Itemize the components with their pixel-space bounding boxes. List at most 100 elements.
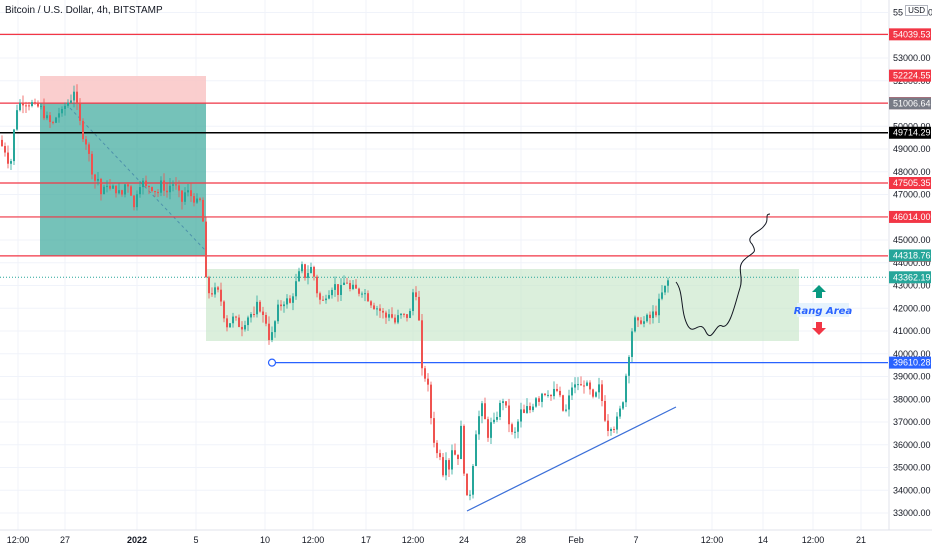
candle-body bbox=[31, 102, 33, 106]
candle-body bbox=[355, 284, 357, 289]
candle-body bbox=[391, 314, 393, 318]
candle-body bbox=[343, 282, 345, 285]
candle-body bbox=[184, 192, 186, 202]
candle-body bbox=[556, 388, 558, 391]
stop-loss-zone bbox=[40, 76, 206, 104]
candle-body bbox=[232, 316, 234, 324]
candle-body bbox=[550, 394, 552, 397]
time-tick-label: 12:00 bbox=[802, 535, 825, 545]
candle-body bbox=[256, 301, 258, 315]
candle-body bbox=[400, 313, 402, 316]
candle-body bbox=[229, 323, 231, 328]
candle-body bbox=[529, 406, 531, 411]
candle-body bbox=[358, 288, 360, 294]
level-price-tag: 54039.53 bbox=[893, 29, 931, 39]
time-tick-label: 28 bbox=[516, 535, 526, 545]
candle-body bbox=[10, 161, 12, 164]
candle-body bbox=[607, 420, 609, 431]
price-tick-label: 43000.00 bbox=[893, 281, 931, 291]
candle-body bbox=[406, 314, 408, 318]
candle-body bbox=[64, 105, 66, 109]
candle-body bbox=[487, 419, 489, 438]
arrow-down-icon bbox=[812, 322, 826, 335]
candle-body bbox=[469, 494, 471, 496]
candle-body bbox=[418, 296, 420, 321]
candle-body bbox=[286, 298, 288, 305]
candle-body bbox=[178, 185, 180, 191]
candle-body bbox=[106, 185, 108, 187]
candle-body bbox=[535, 398, 537, 407]
candle-body bbox=[49, 115, 51, 123]
candle-body bbox=[73, 91, 75, 101]
candle-body bbox=[76, 91, 78, 104]
range-area-zone bbox=[206, 269, 799, 341]
time-tick-label: 12:00 bbox=[701, 535, 724, 545]
candle-body bbox=[346, 282, 348, 284]
candle-body bbox=[187, 190, 189, 193]
candle-body bbox=[166, 190, 168, 193]
candle-body bbox=[220, 289, 222, 302]
candle-body bbox=[100, 178, 102, 195]
candle-body bbox=[508, 405, 510, 425]
price-tick-label: 53000.00 bbox=[893, 53, 931, 63]
candle-body bbox=[109, 185, 111, 189]
candle-body bbox=[616, 416, 618, 430]
candle-body bbox=[484, 403, 486, 420]
currency-selector[interactable]: USD bbox=[905, 5, 928, 16]
candle-body bbox=[523, 409, 525, 413]
candle-body bbox=[370, 301, 372, 306]
candle-body bbox=[547, 394, 549, 396]
candle-body bbox=[409, 311, 411, 318]
candle-body bbox=[379, 308, 381, 311]
candle-body bbox=[373, 305, 375, 310]
chart-title: Bitcoin / U.S. Dollar, 4h, BITSTAMP bbox=[5, 5, 163, 16]
candle-body bbox=[586, 382, 588, 386]
candle-body bbox=[613, 428, 615, 430]
candle-body bbox=[16, 110, 18, 130]
range-area-label: Rang Area bbox=[794, 306, 853, 317]
candle-body bbox=[559, 390, 561, 396]
candle-body bbox=[592, 389, 594, 397]
price-tag-bg bbox=[889, 271, 931, 284]
candle-body bbox=[622, 402, 624, 409]
candle-body bbox=[652, 311, 654, 319]
candle-body bbox=[262, 311, 264, 315]
candle-body bbox=[7, 152, 9, 164]
projected-path bbox=[675, 213, 771, 337]
candle-body bbox=[538, 398, 540, 402]
candle-body bbox=[292, 296, 294, 303]
candle-body bbox=[304, 264, 306, 278]
candle-body bbox=[145, 180, 147, 186]
candle-body bbox=[589, 382, 591, 390]
candle-body bbox=[499, 402, 501, 418]
candle-body bbox=[526, 406, 528, 413]
candle-body bbox=[562, 395, 564, 411]
candle-body bbox=[361, 293, 363, 295]
take-profit-zone bbox=[40, 103, 206, 256]
candle-body bbox=[580, 384, 582, 386]
time-tick-label: Feb bbox=[568, 535, 584, 545]
candle-body bbox=[235, 316, 237, 318]
candle-body bbox=[28, 105, 30, 107]
candle-body bbox=[130, 186, 132, 196]
candle-body bbox=[475, 434, 477, 466]
candle-body bbox=[133, 195, 135, 208]
candle-body bbox=[268, 323, 270, 340]
candle-body bbox=[514, 431, 516, 433]
candle-body bbox=[634, 317, 636, 332]
candle-body bbox=[451, 450, 453, 470]
candle-body bbox=[463, 425, 465, 474]
time-tick-label: 5 bbox=[193, 535, 198, 545]
candle-body bbox=[382, 310, 384, 313]
price-tick-label: 42000.00 bbox=[893, 303, 931, 313]
time-axis-background bbox=[0, 530, 932, 550]
candle-body bbox=[244, 325, 246, 330]
candle-body bbox=[328, 295, 330, 299]
level-price-tag: 49714.29 bbox=[893, 128, 931, 138]
candle-body bbox=[307, 273, 309, 278]
candle-body bbox=[436, 442, 438, 454]
candle-body bbox=[655, 311, 657, 316]
level-price-tag: 46014.00 bbox=[893, 212, 931, 222]
candle-body bbox=[61, 108, 63, 114]
